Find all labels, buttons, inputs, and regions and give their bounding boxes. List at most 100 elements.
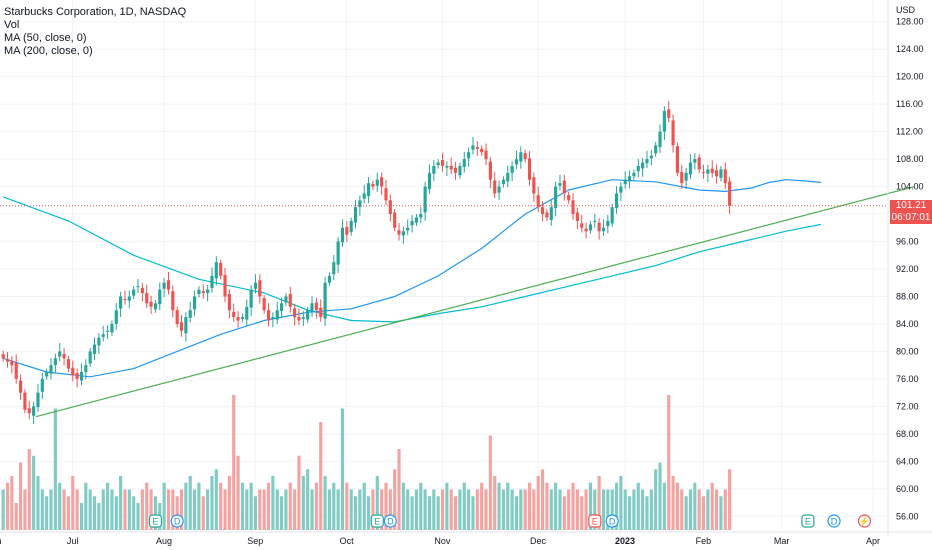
event-earnings_miss-marker[interactable]: E [588,514,602,528]
candle [310,296,314,317]
legend-volume[interactable]: Vol [4,19,20,31]
volume-bar [388,489,392,530]
candle [401,226,405,244]
candle-body [62,353,66,359]
legend-title[interactable]: Starbucks Corporation, 1D, NASDAQ [4,6,187,18]
candle-body [380,177,384,187]
legend-ma50[interactable]: MA (50, close, 0) [4,32,87,44]
x-tick-label: Sep [247,536,263,546]
candle-body [153,303,157,310]
x-tick-label: Aug [156,536,172,546]
candle [697,154,701,173]
event-badge [383,514,397,528]
candle [123,290,127,305]
candle [575,207,579,230]
candle-body [101,334,105,337]
candle-body [193,296,197,310]
candle [706,164,710,183]
candle [480,145,484,156]
event-split-marker[interactable]: ⚡ [857,514,872,528]
volume-bar [258,489,262,530]
candle [227,289,231,319]
trendline-path [35,185,915,418]
event-markers[interactable]: E D E D E D E D ⚡ [148,514,872,528]
candle [597,217,601,240]
candle-body [253,282,258,289]
volume-bar [53,408,57,530]
candle [319,299,323,322]
volume-bar [619,476,623,530]
volume-bar [84,482,88,530]
event-earnings-marker[interactable]: E [370,514,384,528]
candle-body [232,311,236,318]
candle-body [619,186,623,193]
candle-body [475,147,479,149]
candle-body [171,291,175,311]
volume-bar [271,476,275,530]
candle [667,100,671,123]
volume-bar [88,489,92,530]
volume-bar [262,489,266,530]
trend-line[interactable] [35,185,915,418]
volume-bar [571,482,575,530]
y-tick-label: 68.00 [896,429,919,439]
candle-body [536,195,540,208]
volume-bar [458,489,462,530]
candle-body [184,317,188,334]
candle [262,294,266,314]
y-tick-label: 104.00 [896,182,924,192]
candle-body [497,186,501,193]
candle-body [106,330,110,332]
volume-bar [684,496,688,530]
event-dividend-marker[interactable]: D [383,514,397,528]
candle [66,355,70,373]
candle [149,295,153,314]
volume-bar [23,489,27,530]
event-label: E [152,517,158,527]
candle [145,284,149,309]
volume-bar [149,489,153,530]
volume-bar [306,469,310,530]
event-dividend-marker[interactable]: D [827,514,841,528]
candle [332,254,336,281]
x-tick-label: Feb [696,536,712,546]
candle [719,165,723,182]
candle-body [262,298,266,311]
event-badge [148,514,163,528]
candle-body [49,365,53,374]
candle [584,222,588,239]
candle-body [401,231,405,236]
volume-bar [454,496,458,530]
volume-bar [636,482,640,530]
candle-body [75,372,79,379]
candle-body [667,109,671,118]
candle-body [584,228,588,232]
candle [284,293,288,306]
candle-body [493,180,497,194]
volume-bar [62,489,66,530]
candle [40,372,44,399]
candle-body [219,262,223,276]
price-axis[interactable]: USD 128.00 124.00 120.00 116.00 112.00 108.00 1… [887,0,924,536]
event-dividend-marker[interactable]: D [170,514,184,528]
candle [306,306,310,323]
event-dividend-marker[interactable]: D [605,514,619,528]
y-tick-label: 60.00 [896,484,919,494]
volume-bar [284,489,288,530]
legend-ma200[interactable]: MA (200, close, 0) [4,45,93,57]
volume-bar [728,469,732,530]
candle-body [654,145,658,154]
volume-bar [567,489,571,530]
candle-body [249,289,253,308]
event-earnings-marker[interactable]: E [148,514,163,528]
candle-body [206,289,210,294]
candle [288,286,292,313]
candle-body [419,214,423,218]
time-axis[interactable]: JunJulAugSepOctNovDec2023FebMarAprMayJun [0,531,932,546]
candlesticks[interactable] [1,100,732,425]
volume-bar [232,395,236,530]
event-earnings-marker[interactable]: E [801,514,815,528]
candle [275,301,279,325]
candle [84,359,88,380]
